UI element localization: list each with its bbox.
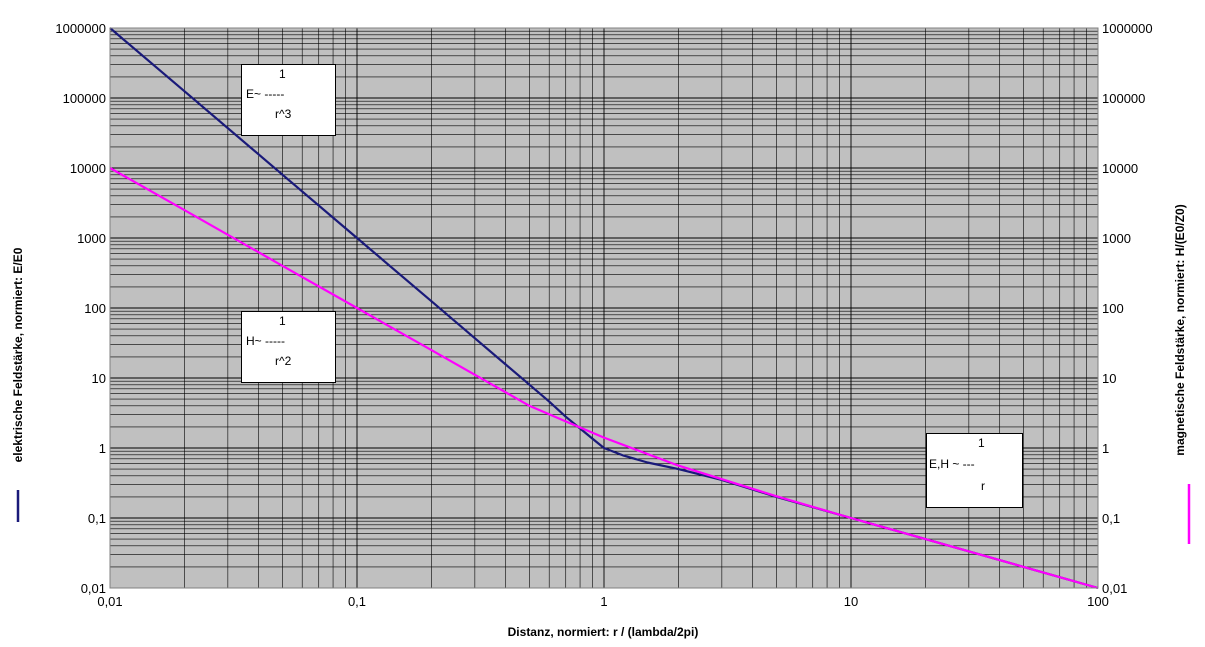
y-tick-label-left: 1000000	[55, 21, 106, 36]
annotation-h-r2-mid: H~ -----	[246, 334, 285, 348]
y-tick-label-right: 0,01	[1102, 581, 1127, 596]
series-layer	[109, 27, 1099, 590]
annotation-e-r3-num: 1	[279, 67, 286, 81]
x-tick-label: 0,01	[97, 594, 122, 609]
annotation-eh-r-mid: E,H ~ ---	[929, 457, 975, 471]
annotation-h-r2-num: 1	[279, 314, 286, 328]
y-tick-label-right: 1	[1102, 441, 1109, 456]
y-tick-label-right: 10	[1102, 371, 1116, 386]
y-tick-label-left: 0,1	[88, 511, 106, 526]
y-tick-label-left: 1000	[77, 231, 106, 246]
y-tick-label-right: 10000	[1102, 161, 1138, 176]
y-tick-label-right: 100000	[1102, 91, 1145, 106]
x-tick-label: 10	[844, 594, 858, 609]
annotation-e-r3: 1 E~ ----- r^3	[241, 64, 336, 136]
y-tick-label-left: 100000	[63, 91, 106, 106]
y-tick-label-right: 1000	[1102, 231, 1131, 246]
x-tick-label: 1	[600, 594, 607, 609]
left-axis-title: elektrische Feldstärke, normiert: E/E0	[11, 247, 25, 462]
y-tick-label-left: 10	[92, 371, 106, 386]
series-line-magnetic	[109, 167, 1099, 590]
y-tick-label-left: 10000	[70, 161, 106, 176]
annotation-eh-r-den: r	[981, 479, 985, 493]
right-axis-title: magnetische Feldstärke, normiert: H/(E0/…	[1173, 204, 1187, 455]
y-tick-label-left: 0,01	[81, 581, 106, 596]
y-tick-label-right: 1000000	[1102, 21, 1153, 36]
y-tick-label-right: 100	[1102, 301, 1124, 316]
plot-border	[109, 27, 1099, 589]
y-tick-label-left: 100	[84, 301, 106, 316]
annotation-eh-r-num: 1	[978, 436, 985, 450]
x-tick-label: 0,1	[348, 594, 366, 609]
annotation-e-r3-den: r^3	[275, 107, 292, 121]
x-axis-title: Distanz, normiert: r / (lambda/2pi)	[508, 625, 699, 639]
annotation-eh-r: 1 E,H ~ --- r	[926, 433, 1023, 508]
annotation-h-r2-den: r^2	[275, 354, 292, 368]
x-tick-label: 100	[1087, 594, 1109, 609]
annotation-h-r2: 1 H~ ----- r^2	[241, 311, 336, 383]
y-tick-label-right: 0,1	[1102, 511, 1120, 526]
annotation-e-r3-mid: E~ -----	[246, 87, 285, 101]
y-tick-label-left: 1	[99, 441, 106, 456]
